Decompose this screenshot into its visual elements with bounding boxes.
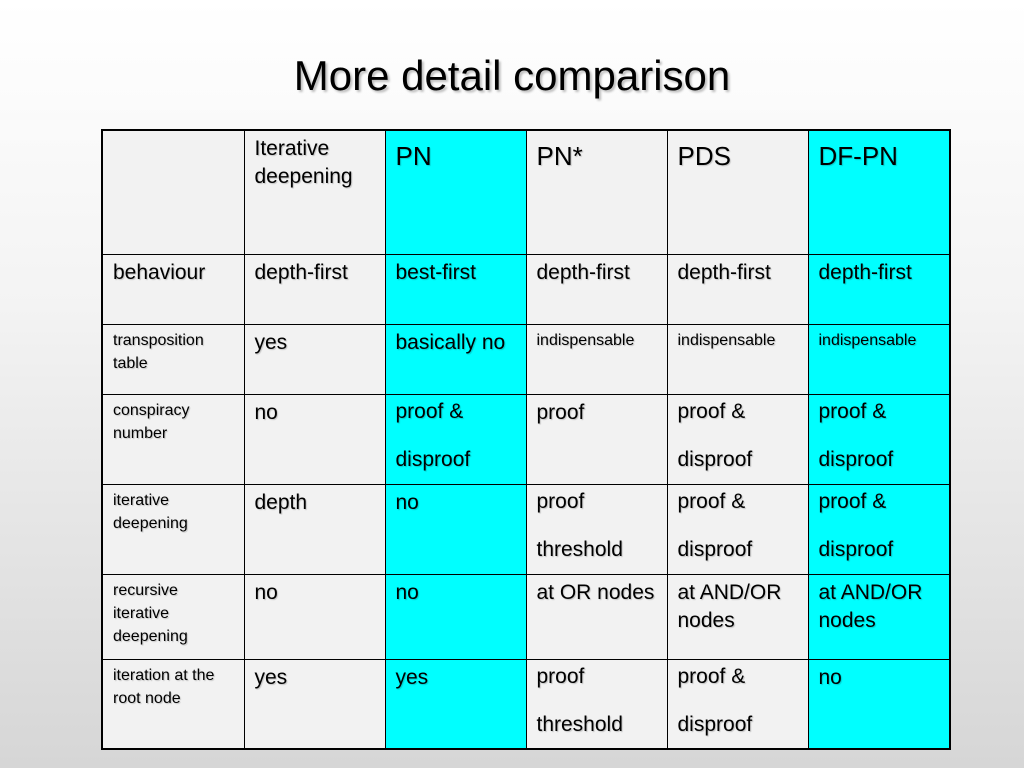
cell-line: proof xyxy=(536,489,585,513)
table-cell: no xyxy=(243,573,386,660)
header-cell-pn-star: PN* xyxy=(525,129,668,255)
table-cell: yes xyxy=(243,323,386,395)
cell-line: proof & xyxy=(677,399,746,423)
row-label: iteration at the root node xyxy=(101,658,245,750)
table-row: iteration at the root node yes yes proof… xyxy=(101,658,951,750)
table-cell: best-first xyxy=(384,253,527,325)
table-cell: indispensable xyxy=(807,323,951,395)
cell-line: proof & xyxy=(818,399,887,423)
table-cell: proof & disproof xyxy=(666,658,809,750)
table-cell: proof threshold xyxy=(525,483,668,575)
table-cell: at AND/OR nodes xyxy=(807,573,951,660)
table-row: transposition table yes basically no ind… xyxy=(101,323,951,395)
table-row: iterative deepening depth no proof thres… xyxy=(101,483,951,575)
cell-line: disproof xyxy=(677,447,753,471)
slide-title: More detail comparison xyxy=(293,52,731,99)
table-cell: proof & disproof xyxy=(807,483,951,575)
table-cell: at AND/OR nodes xyxy=(666,573,809,660)
table-cell: proof & disproof xyxy=(666,393,809,485)
table-cell: depth xyxy=(243,483,386,575)
header-cell-pn: PN xyxy=(384,129,527,255)
table-cell: indispensable xyxy=(666,323,809,395)
cell-line: proof & xyxy=(677,664,746,688)
table-cell: proof & disproof xyxy=(666,483,809,575)
table-cell: indispensable xyxy=(525,323,668,395)
table-cell: no xyxy=(243,393,386,485)
table-cell: depth-first xyxy=(807,253,951,325)
cell-line: proof & xyxy=(818,489,887,513)
cell-line: proof & xyxy=(677,489,746,513)
table-cell: depth-first xyxy=(243,253,386,325)
cell-line: disproof xyxy=(818,447,894,471)
table-cell: proof & disproof xyxy=(807,393,951,485)
row-label: behaviour xyxy=(101,253,245,325)
table-row: conspiracy number no proof & disproof pr… xyxy=(101,393,951,485)
table-cell: at OR nodes xyxy=(525,573,668,660)
table-row: behaviour depth-first best-first depth-f… xyxy=(101,253,951,325)
table-cell: yes xyxy=(243,658,386,750)
cell-line: disproof xyxy=(677,712,753,736)
table-cell: no xyxy=(384,573,527,660)
cell-line: disproof xyxy=(677,537,753,561)
header-cell-iterative-deepening: Iterative deepening xyxy=(243,129,386,255)
table-cell: depth-first xyxy=(525,253,668,325)
table-cell: depth-first xyxy=(666,253,809,325)
table-row: recursive iterative deepening no no at O… xyxy=(101,573,951,660)
cell-line: disproof xyxy=(818,537,894,561)
table-cell: basically no xyxy=(384,323,527,395)
header-cell-pds: PDS xyxy=(666,129,809,255)
row-label: transposition table xyxy=(101,323,245,395)
cell-line: disproof xyxy=(395,447,471,471)
table-cell: proof xyxy=(525,393,668,485)
header-cell-df-pn: DF-PN xyxy=(807,129,951,255)
table-cell: no xyxy=(807,658,951,750)
table-cell: no xyxy=(384,483,527,575)
table-cell: proof & disproof xyxy=(384,393,527,485)
table-cell: proof threshold xyxy=(525,658,668,750)
comparison-table: Iterative deepening PN PN* PDS DF-PN beh… xyxy=(101,129,951,750)
cell-line: proof & xyxy=(395,399,464,423)
row-label: iterative deepening xyxy=(101,483,245,575)
table-header-row: Iterative deepening PN PN* PDS DF-PN xyxy=(101,129,951,255)
cell-line: proof xyxy=(536,664,585,688)
cell-line: threshold xyxy=(536,537,623,561)
row-label: recursive iterative deepening xyxy=(101,573,245,660)
table-cell: yes xyxy=(384,658,527,750)
row-label: conspiracy number xyxy=(101,393,245,485)
cell-line: threshold xyxy=(536,712,623,736)
header-cell-empty xyxy=(101,129,245,255)
